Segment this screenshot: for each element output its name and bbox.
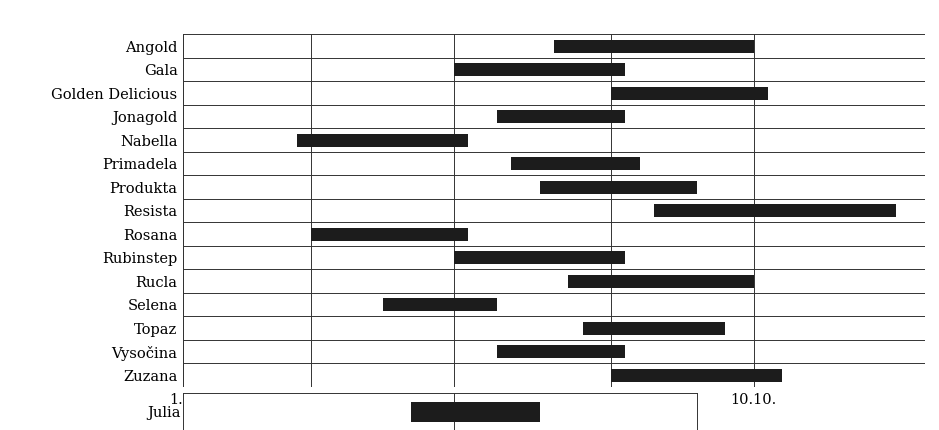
Bar (312, 228, 469, 241)
Bar (383, 298, 497, 311)
Bar (298, 134, 469, 147)
Bar (511, 157, 639, 170)
Bar (611, 369, 782, 382)
Bar (654, 204, 897, 217)
Bar (582, 322, 725, 335)
Bar (497, 345, 625, 358)
Bar (568, 275, 754, 288)
Bar (611, 87, 768, 100)
Bar (454, 251, 625, 264)
Bar (411, 402, 540, 422)
Bar (554, 40, 754, 52)
Bar (454, 63, 625, 76)
Bar (497, 110, 625, 123)
Bar (540, 181, 697, 194)
